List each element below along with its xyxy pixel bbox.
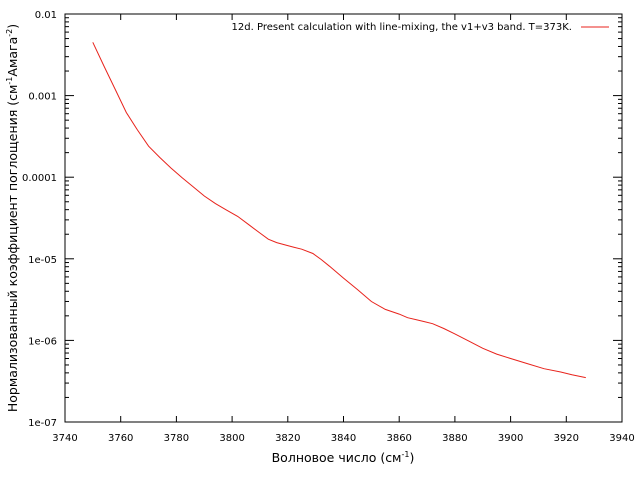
x-tick-label: 3760 (108, 433, 133, 444)
series-line (92, 42, 586, 379)
x-tick-label: 3740 (52, 433, 77, 444)
y-tick-label: 1e-05 (28, 255, 57, 266)
y-tick-label: 0.01 (35, 10, 57, 21)
x-axis-title: Волновое число (см-1) (272, 450, 415, 465)
x-tick-label: 3820 (275, 433, 300, 444)
x-tick-label: 3880 (442, 433, 467, 444)
x-tick-label: 3900 (498, 433, 523, 444)
y-axis-title: Нормализованный коэффициент поглощения (… (5, 24, 20, 412)
y-tick-labels: 0.01 0.001 0.0001 1e-05 1e-06 1e-07 (22, 10, 57, 429)
y-tick-label: 0.0001 (22, 173, 57, 184)
legend: 12d. Present calculation with line-mixin… (232, 22, 609, 33)
x-tick-label: 3920 (554, 433, 579, 444)
x-tick-label: 3840 (331, 433, 356, 444)
y-tick-label: 1e-07 (28, 418, 57, 429)
x-tick-label: 3800 (219, 433, 244, 444)
x-tick-label: 3780 (164, 433, 189, 444)
axis-ticks (64, 13, 623, 423)
x-tick-label: 3940 (609, 433, 634, 444)
x-tick-labels: 3740 3760 3780 3800 3820 3840 3860 3880 3900 3920… (52, 433, 634, 444)
legend-label: 12d. Present calculation with line-mixin… (232, 22, 572, 33)
plot-frame (64, 13, 623, 423)
y-tick-label: 1e-06 (28, 336, 57, 347)
x-tick-label: 3860 (386, 433, 411, 444)
y-tick-label: 0.001 (28, 92, 57, 103)
